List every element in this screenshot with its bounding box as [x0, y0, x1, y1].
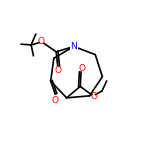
Text: O: O — [78, 64, 85, 73]
Text: N: N — [70, 42, 77, 51]
Text: O: O — [38, 37, 45, 46]
Text: O: O — [90, 92, 97, 101]
Text: O: O — [54, 66, 61, 75]
Text: O: O — [52, 96, 59, 105]
